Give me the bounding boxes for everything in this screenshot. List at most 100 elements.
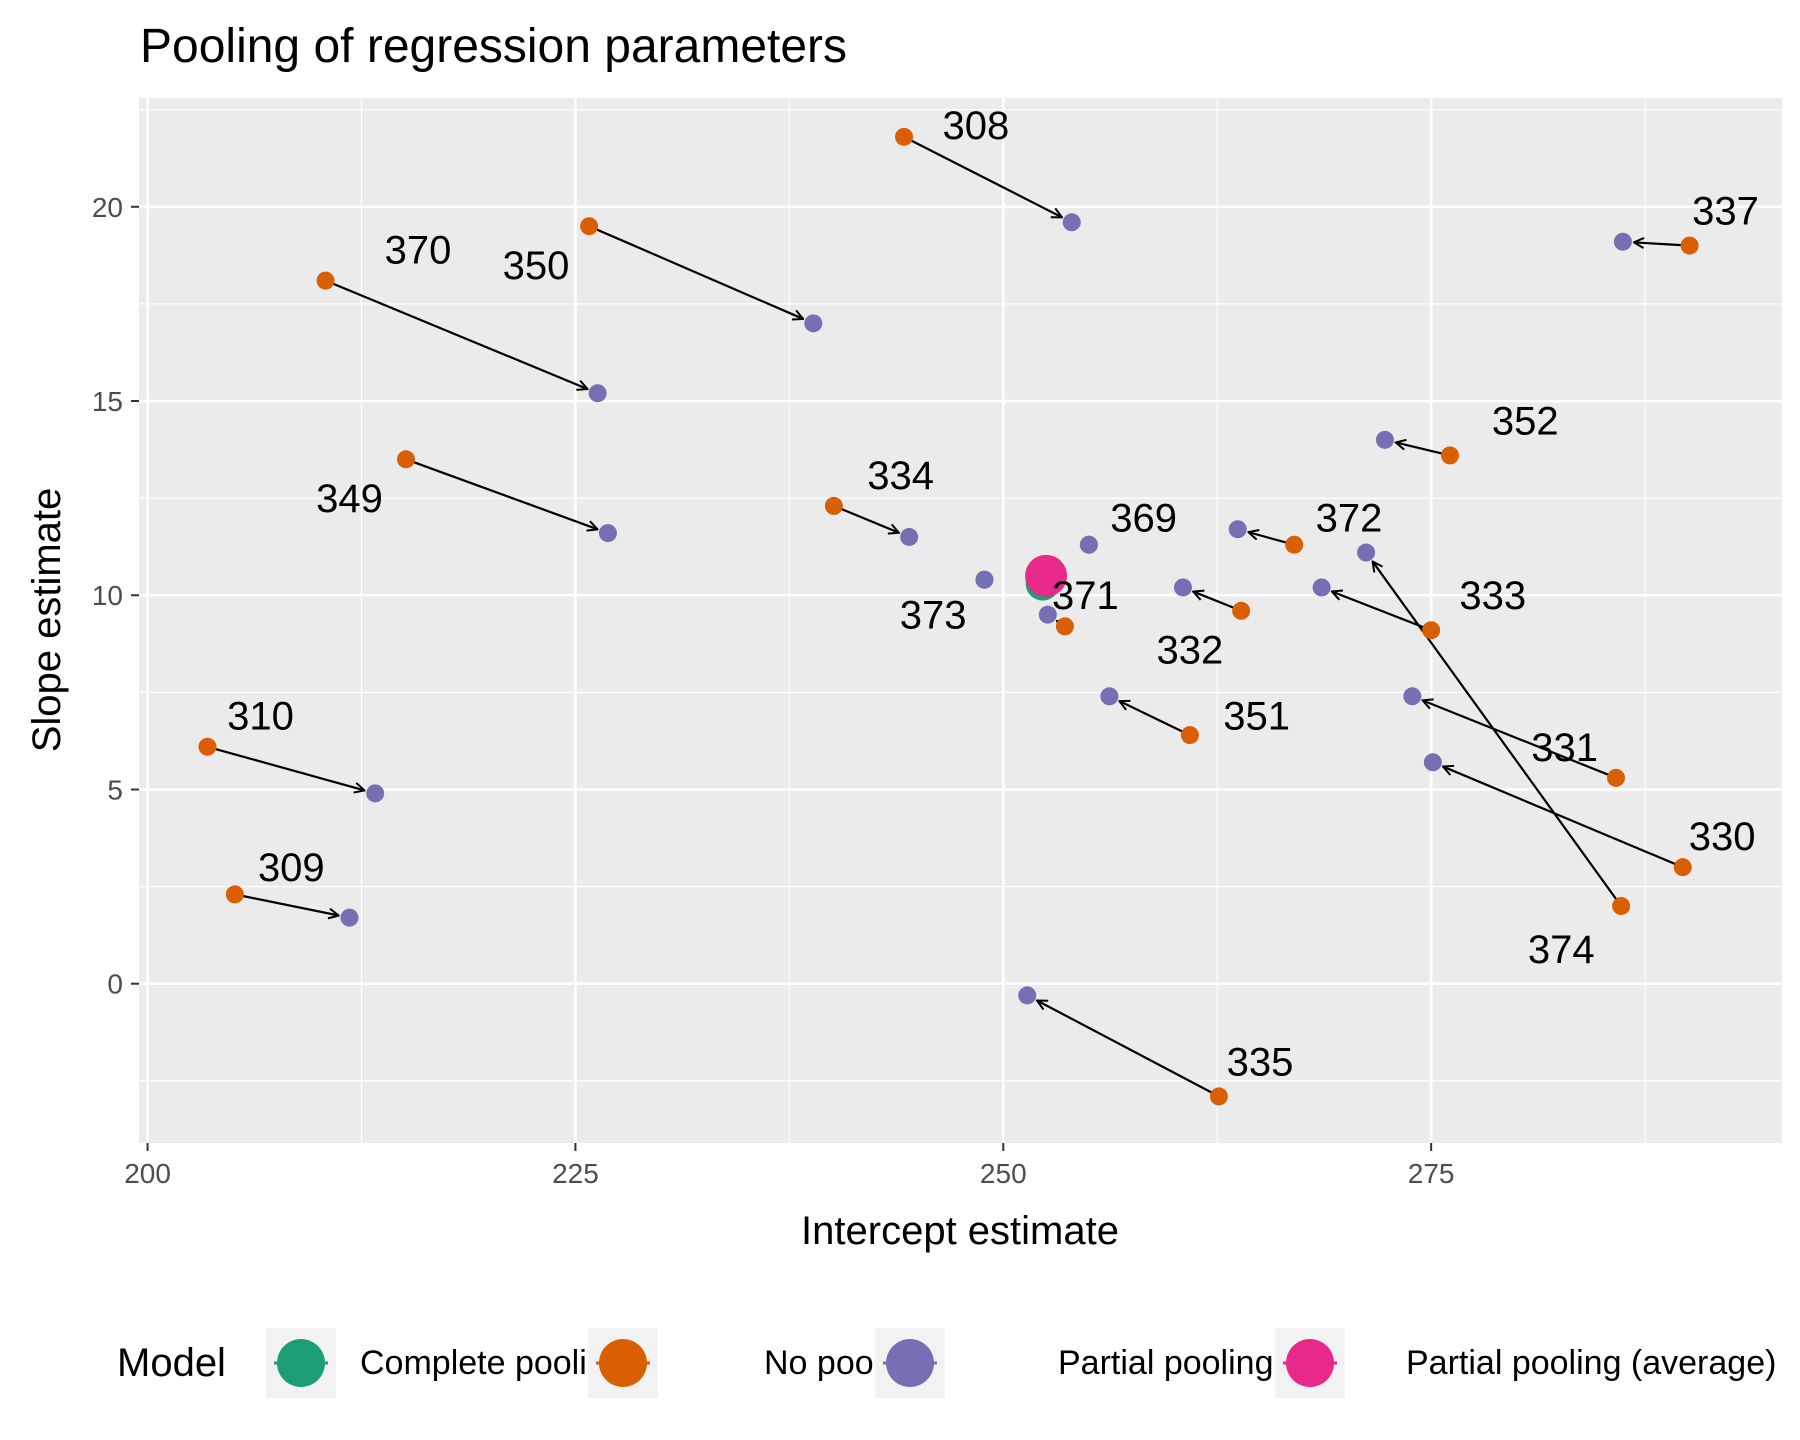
point-label: 351 — [1223, 695, 1290, 739]
plot-panel — [139, 98, 1782, 1143]
shrinkage-arrow — [1423, 700, 1617, 779]
partial-pooling-point — [1100, 687, 1119, 706]
point-label: 333 — [1459, 574, 1526, 618]
x-axis: 200 225 250 275 — [124, 1143, 1455, 1189]
point-label: 369 — [1110, 497, 1177, 541]
shrinkage-arrow — [1373, 561, 1623, 907]
no-pooling-point — [1422, 621, 1441, 640]
partial-pooling-point — [900, 527, 919, 546]
y-axis: 0 5 10 15 20 — [92, 192, 139, 1000]
shrinkage-arrow — [1037, 1001, 1220, 1098]
legend-key-swatch — [886, 1339, 934, 1387]
partial-pooling-point — [1062, 213, 1081, 232]
no-pooling-point — [396, 450, 415, 469]
partial-pooling-average-point — [1025, 554, 1068, 597]
data-points — [198, 127, 1699, 1106]
legend: Model Complete pooling No pooling Partial p… — [117, 1328, 1776, 1398]
partial-pooling-point — [1173, 578, 1192, 597]
shrinkage-arrow — [1119, 701, 1191, 737]
no-pooling-point — [1285, 535, 1304, 554]
no-pooling-point — [1606, 768, 1625, 787]
chart-title: Pooling of regression parameters — [140, 20, 847, 73]
shrinkage-arrow — [833, 504, 899, 533]
point-label: 334 — [867, 454, 934, 498]
x-tick-label: 225 — [552, 1158, 599, 1189]
shrinkage-arrow — [234, 893, 339, 915]
no-pooling-point — [1673, 858, 1692, 877]
shrinkage-arrow — [405, 458, 598, 529]
shrinkage-arrows — [207, 135, 1690, 1098]
point-label: 331 — [1531, 726, 1598, 770]
partial-pooling-point — [1018, 986, 1037, 1005]
shrinkage-arrow — [588, 225, 803, 319]
point-label: 350 — [503, 244, 570, 288]
x-tick-label: 275 — [1408, 1158, 1455, 1189]
partial-pooling-point — [1312, 578, 1331, 597]
partial-pooling-point — [1375, 430, 1394, 449]
x-tick-label: 250 — [980, 1158, 1027, 1189]
point-label: 373 — [900, 594, 967, 638]
shrinkage-arrow — [1443, 767, 1684, 869]
partial-pooling-point — [366, 784, 385, 803]
no-pooling-point — [895, 127, 914, 146]
no-pooling-point — [824, 496, 843, 515]
point-label: 374 — [1528, 928, 1595, 972]
legend-key-swatch — [1286, 1339, 1334, 1387]
no-pooling-point — [316, 271, 335, 290]
partial-pooling-point — [1357, 543, 1376, 562]
legend-key-swatch — [599, 1339, 647, 1387]
legend-title: Model — [117, 1341, 226, 1385]
y-tick-label: 0 — [107, 969, 123, 1000]
y-tick-label: 10 — [92, 580, 123, 611]
point-label: 332 — [1156, 629, 1223, 673]
no-pooling-point — [1232, 601, 1251, 620]
shrinkage-arrow — [1332, 591, 1432, 632]
no-pooling-point — [225, 885, 244, 904]
no-pooling-point — [198, 737, 217, 756]
no-pooling-point — [1680, 236, 1699, 255]
x-axis-title: Intercept estimate — [801, 1209, 1119, 1253]
no-pooling-point — [1180, 726, 1199, 745]
point-label: 335 — [1227, 1040, 1294, 1084]
point-label: 352 — [1492, 399, 1559, 443]
point-label: 330 — [1689, 815, 1756, 859]
major-gridlines — [139, 98, 1782, 1143]
y-tick-label: 5 — [107, 774, 123, 805]
point-label: 349 — [316, 477, 383, 521]
minor-gridlines — [139, 98, 1782, 1143]
shrinkage-arrow — [207, 745, 364, 791]
legend-label: Complete pooling — [360, 1344, 625, 1382]
point-label: 310 — [227, 695, 294, 739]
shrinkage-arrow — [903, 135, 1062, 217]
partial-pooling-point — [340, 908, 359, 927]
legend-label: Partial pooling — [1058, 1344, 1273, 1382]
no-pooling-point — [1209, 1087, 1228, 1106]
legend-key-swatch — [277, 1339, 325, 1387]
partial-pooling-point — [1079, 535, 1098, 554]
y-axis-title: Slope estimate — [25, 488, 69, 753]
shrinkage-arrow — [1634, 242, 1690, 245]
partial-pooling-point — [1403, 687, 1422, 706]
point-label: 308 — [943, 104, 1010, 148]
shrinkage-arrow — [1396, 442, 1451, 457]
partial-pooling-point — [1228, 520, 1247, 539]
no-pooling-point — [580, 217, 599, 236]
partial-pooling-point — [1613, 232, 1632, 251]
partial-pooling-point — [975, 570, 994, 589]
y-tick-label: 15 — [92, 386, 123, 417]
partial-pooling-point — [598, 524, 617, 543]
point-label: 372 — [1316, 497, 1383, 541]
point-label: 371 — [1052, 574, 1119, 618]
legend-label: Partial pooling (average) — [1406, 1344, 1776, 1382]
point-label: 337 — [1692, 190, 1759, 234]
partial-pooling-point — [1038, 605, 1057, 624]
partial-pooling-point — [804, 314, 823, 333]
no-pooling-point — [1612, 897, 1631, 916]
point-label: 309 — [258, 846, 325, 890]
x-tick-label: 200 — [124, 1158, 171, 1189]
no-pooling-point — [1440, 446, 1459, 465]
partial-pooling-point — [588, 384, 607, 403]
partial-pooling-point — [1423, 753, 1442, 772]
shrinkage-arrow — [325, 279, 588, 389]
